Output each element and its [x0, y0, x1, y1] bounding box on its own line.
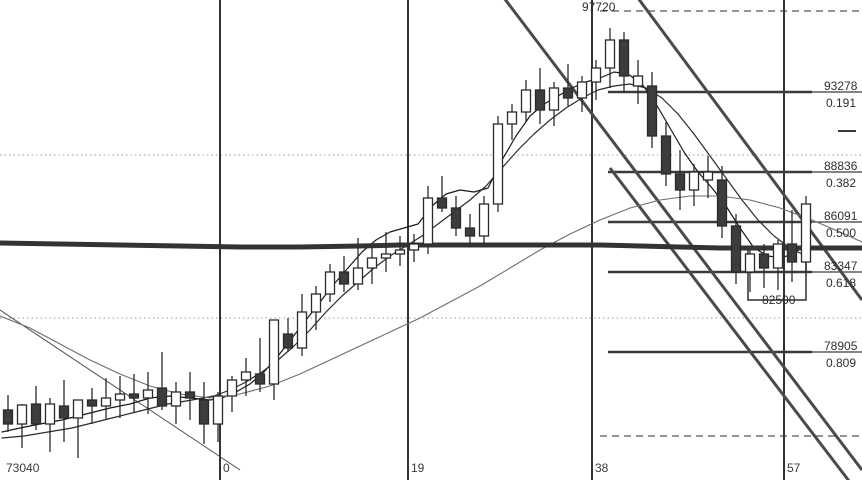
candle-body[interactable]	[688, 171, 700, 191]
candle-body[interactable]	[16, 404, 28, 425]
candle-body[interactable]	[86, 399, 98, 407]
x-tick-label-19: 19	[411, 461, 425, 475]
candle-body[interactable]	[632, 75, 644, 87]
candle-body[interactable]	[534, 89, 546, 111]
candle-body[interactable]	[646, 85, 658, 137]
candle-body[interactable]	[590, 67, 602, 83]
candle-body[interactable]	[30, 403, 42, 425]
candle-body[interactable]	[142, 389, 154, 399]
ma-fast	[1, 71, 811, 433]
x-tick-label-57: 57	[787, 461, 801, 475]
candle-body[interactable]	[212, 395, 224, 425]
fib-ratio-0809: 0.809	[826, 356, 857, 370]
candle-body[interactable]	[310, 293, 322, 313]
candle-body[interactable]	[156, 387, 168, 407]
candle-body[interactable]	[604, 39, 616, 69]
candle-body[interactable]	[730, 225, 742, 273]
candle-body[interactable]	[352, 267, 364, 285]
candle-body[interactable]	[492, 123, 504, 205]
ma-mid	[1, 83, 807, 439]
candle-body[interactable]	[58, 405, 70, 419]
box-low-label: 82500	[762, 293, 796, 307]
candle-body[interactable]	[366, 257, 378, 269]
down-trend-lower[interactable]	[608, 167, 862, 480]
candle-body[interactable]	[324, 271, 336, 295]
x-tick-label-0: 0	[223, 461, 230, 475]
candle-body[interactable]	[786, 243, 798, 263]
candle-body[interactable]	[478, 203, 490, 237]
candle-body[interactable]	[702, 171, 714, 181]
price-tick-86091: 86091	[824, 209, 858, 223]
candle-body[interactable]	[44, 403, 56, 425]
candle-body[interactable]	[240, 371, 252, 381]
candle-body[interactable]	[128, 393, 140, 399]
down-trend-main[interactable]	[498, 0, 862, 471]
candle-body[interactable]	[408, 243, 420, 251]
candle-body[interactable]	[520, 89, 532, 113]
candle-body[interactable]	[338, 271, 350, 285]
candle-body[interactable]	[744, 253, 756, 273]
fib-ratio-0618: 0.618	[826, 276, 857, 290]
candle-body[interactable]	[758, 253, 770, 269]
fib-ratio-0500: 0.500	[826, 226, 857, 240]
candle-body[interactable]	[506, 111, 518, 125]
candle-body[interactable]	[296, 311, 308, 349]
fib-ratio-0382: 0.382	[826, 176, 857, 190]
x-tick-origin-label: 73040	[6, 461, 40, 475]
candle-body[interactable]	[2, 409, 14, 425]
candle-body[interactable]	[562, 87, 574, 99]
candle-body[interactable]	[548, 87, 560, 111]
candle-body[interactable]	[170, 391, 182, 407]
candle-body[interactable]	[100, 397, 112, 407]
candle-body[interactable]	[450, 207, 462, 229]
price-tick-93278: 93278	[824, 79, 858, 93]
candle-body[interactable]	[660, 135, 672, 175]
candle-body[interactable]	[394, 249, 406, 255]
candle-body[interactable]	[422, 197, 434, 245]
swing-high-label: 97720	[582, 0, 616, 14]
candle-body[interactable]	[72, 399, 84, 419]
candle-body[interactable]	[198, 399, 210, 425]
candle-body[interactable]	[674, 173, 686, 191]
price-tick-88836: 88836	[824, 159, 858, 173]
candle-body[interactable]	[254, 373, 266, 385]
candle-body[interactable]	[282, 333, 294, 349]
candle-body[interactable]	[772, 243, 784, 269]
x-tick-label-38: 38	[595, 461, 609, 475]
price-tick-78905: 78905	[824, 339, 858, 353]
candle-body[interactable]	[380, 253, 392, 259]
candle-body[interactable]	[618, 39, 630, 77]
candle-series	[2, 28, 812, 458]
price-tick-83347: 83347	[824, 259, 858, 273]
candle-body[interactable]	[800, 203, 812, 263]
candle-body[interactable]	[576, 81, 588, 99]
fib-ratio-0191: 0.191	[826, 96, 857, 110]
candle-body[interactable]	[268, 319, 280, 385]
candle-body[interactable]	[226, 379, 238, 397]
candle-body[interactable]	[184, 391, 196, 399]
candle-body[interactable]	[436, 197, 448, 209]
candle-body[interactable]	[464, 227, 476, 237]
candle-body[interactable]	[114, 393, 126, 401]
candle-body[interactable]	[716, 179, 728, 227]
